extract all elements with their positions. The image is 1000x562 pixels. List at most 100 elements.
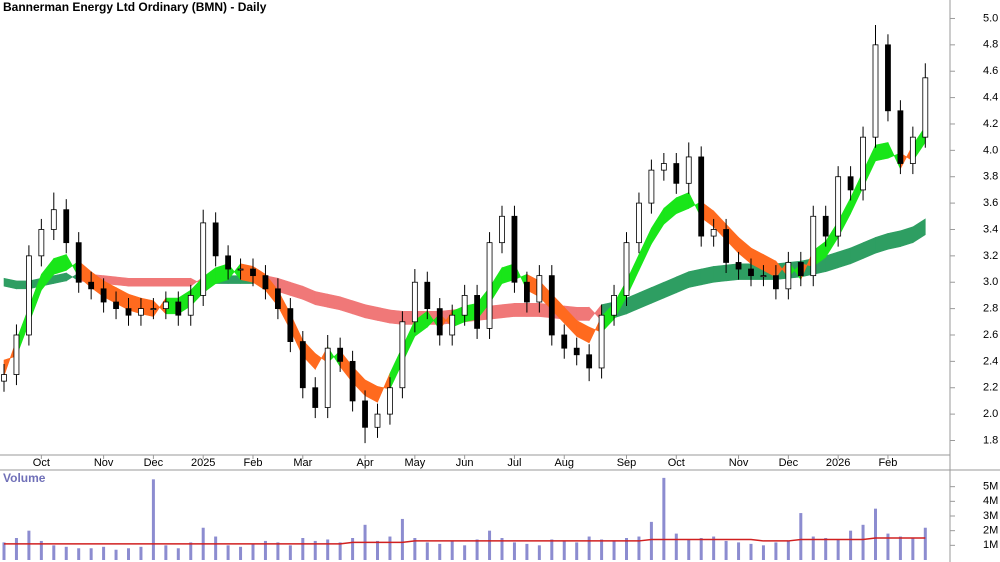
x-tick-label: Feb — [244, 457, 263, 469]
volume-bar — [612, 540, 616, 560]
candle-body — [374, 413, 381, 428]
volume-bar — [649, 521, 653, 560]
volume-bar — [600, 539, 604, 560]
y-tick-label: 3.8 — [983, 171, 998, 183]
volume-bar — [164, 545, 168, 560]
candle-body — [337, 347, 344, 362]
x-tick-label: Dec — [779, 457, 799, 469]
y-tick-label: 3.4 — [983, 223, 998, 235]
volume-bar — [251, 543, 255, 560]
y-tick-label: 4.2 — [983, 118, 998, 130]
volume-bar — [114, 549, 118, 560]
y-tick-label: 4.6 — [983, 65, 998, 77]
volume-bar — [77, 548, 81, 560]
volume-bar — [189, 542, 193, 560]
volume-bar — [425, 542, 429, 560]
candle-body — [474, 295, 481, 329]
volume-bar — [512, 542, 516, 560]
candle-body — [436, 308, 443, 336]
candle-body — [748, 268, 754, 277]
candle-body — [760, 275, 767, 278]
candle-body — [274, 288, 281, 310]
volume-bar — [637, 536, 641, 560]
candle-body — [685, 156, 692, 184]
x-tick-label: Jun — [456, 457, 474, 469]
candle-body — [636, 202, 642, 244]
candle-body — [499, 215, 505, 244]
y-tick-label: 2.8 — [983, 303, 998, 315]
candle-body — [162, 301, 169, 310]
candle-body — [225, 255, 232, 270]
candle-body — [250, 268, 256, 277]
volume-bar — [699, 538, 703, 560]
volume-bar — [911, 538, 915, 560]
x-tick-label: Aug — [554, 457, 574, 469]
ribbon-segment — [700, 266, 714, 286]
ribbon-segment — [128, 277, 142, 287]
volume-bar — [874, 508, 877, 560]
candle-body — [835, 176, 842, 237]
ribbon-segment — [912, 218, 926, 244]
volume-bar — [388, 536, 392, 560]
candle-body — [424, 281, 431, 310]
candle-body — [586, 354, 593, 369]
candle-body — [63, 209, 70, 244]
y-tick-label: 2.0 — [983, 408, 998, 420]
ribbon-segment — [576, 306, 590, 321]
volume-bar — [625, 538, 628, 560]
candle-body — [349, 360, 356, 402]
y-tick-label: 2.4 — [983, 355, 998, 367]
candle-body — [138, 308, 144, 316]
volume-bar — [587, 536, 591, 560]
candle-body — [125, 308, 132, 316]
candle-body — [536, 275, 543, 303]
volume-bar — [525, 543, 529, 560]
candle-body — [797, 262, 804, 277]
volume-average-line — [4, 537, 926, 545]
ribbon-segment — [514, 303, 528, 317]
ribbon-segment — [314, 291, 329, 308]
candle-body — [847, 176, 854, 191]
y-tick-label: 3.6 — [983, 197, 998, 209]
x-tick-label: Nov — [94, 457, 114, 469]
candle-body — [773, 275, 779, 290]
x-tick-label: Dec — [144, 457, 164, 469]
x-tick-label: Jul — [507, 457, 521, 469]
volume-bar — [413, 538, 417, 560]
volume-bar — [226, 545, 230, 560]
volume-bar — [263, 540, 267, 560]
y-tick-label: 1M — [983, 539, 998, 551]
candle-body — [698, 156, 705, 237]
volume-bar — [687, 539, 691, 560]
candle-body — [548, 275, 555, 336]
volume-bar — [500, 538, 504, 560]
ribbon-segment — [140, 277, 154, 287]
candle-body — [511, 215, 518, 283]
volume-bar — [2, 542, 6, 560]
candle-body — [150, 308, 157, 311]
candle-body — [909, 136, 916, 164]
candle-body — [200, 222, 207, 296]
y-tick-label: 3M — [983, 510, 998, 522]
volume-bar — [836, 539, 840, 560]
volume-bar — [102, 546, 106, 560]
candle-body — [611, 295, 617, 316]
candle-body — [461, 295, 468, 316]
candle-body — [735, 262, 742, 270]
volume-bar — [338, 542, 342, 560]
candle-body — [175, 301, 182, 316]
volume-bar — [276, 542, 280, 560]
volume-bar — [898, 536, 902, 560]
volume-bar — [376, 540, 379, 560]
volume-bar — [824, 538, 828, 560]
volume-bar — [288, 545, 292, 560]
x-tick-label: Oct — [33, 457, 50, 469]
volume-bar — [799, 513, 803, 560]
candle-body — [885, 44, 891, 112]
y-tick-label: 3.0 — [983, 276, 998, 288]
y-tick-label: 4.0 — [983, 144, 998, 156]
candle-body — [262, 275, 269, 290]
candle-body — [486, 242, 493, 329]
candle-body — [598, 314, 605, 369]
